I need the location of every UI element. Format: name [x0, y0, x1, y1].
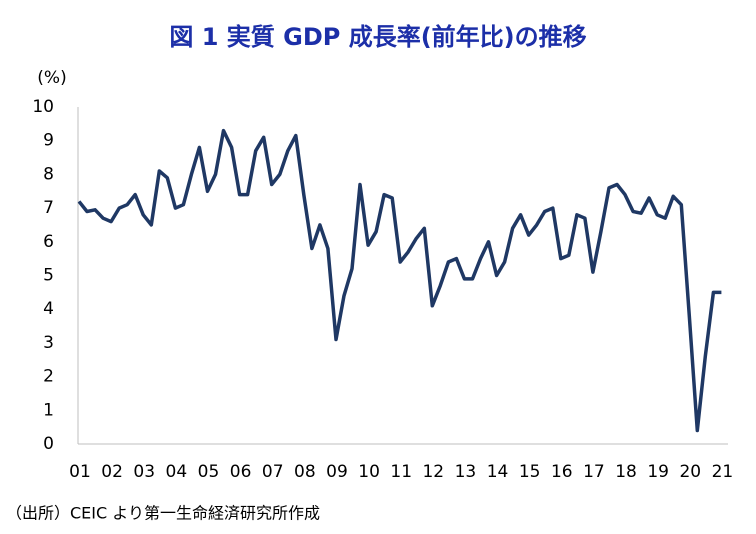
x-tick-label: 11: [390, 462, 412, 482]
y-tick-label: 1: [43, 400, 54, 420]
x-tick-label: 09: [326, 462, 348, 482]
x-tick-label: 20: [679, 462, 701, 482]
x-tick-label: 07: [262, 462, 284, 482]
source-note: （出所）CEIC より第一生命経済研究所作成: [6, 504, 320, 523]
y-tick-label: 0: [43, 434, 54, 454]
x-tick-label: 13: [455, 462, 477, 482]
x-tick-label: 14: [487, 462, 509, 482]
y-tick-label: 7: [43, 198, 54, 218]
y-tick-label: 9: [43, 131, 54, 151]
x-tick-label: 04: [166, 462, 188, 482]
y-tick-label: 4: [43, 299, 54, 319]
x-tick-label: 05: [198, 462, 220, 482]
y-tick-label: 10: [32, 97, 54, 117]
y-tick-label: 5: [43, 266, 54, 286]
chart-title: 図 1 実質 GDP 成長率(前年比)の推移: [169, 23, 586, 51]
y-tick-label: 6: [43, 232, 54, 252]
x-tick-label: 17: [583, 462, 605, 482]
x-tick-label: 01: [69, 462, 91, 482]
x-tick-label: 18: [615, 462, 637, 482]
y-tick-label: 8: [43, 164, 54, 184]
x-tick-label: 21: [712, 462, 734, 482]
x-tick-label: 03: [133, 462, 155, 482]
y-axis-label: (%): [37, 68, 66, 88]
x-tick-label: 10: [358, 462, 380, 482]
x-tick-label: 15: [519, 462, 541, 482]
y-tick-label: 3: [43, 333, 54, 353]
x-tick-label: 19: [647, 462, 669, 482]
x-tick-label: 08: [294, 462, 316, 482]
y-tick-label: 2: [43, 367, 54, 387]
x-tick-label: 02: [101, 462, 123, 482]
x-tick-label: 06: [230, 462, 252, 482]
x-tick-label: 16: [551, 462, 573, 482]
data-line: [77, 128, 722, 433]
x-tick-label: 12: [422, 462, 444, 482]
